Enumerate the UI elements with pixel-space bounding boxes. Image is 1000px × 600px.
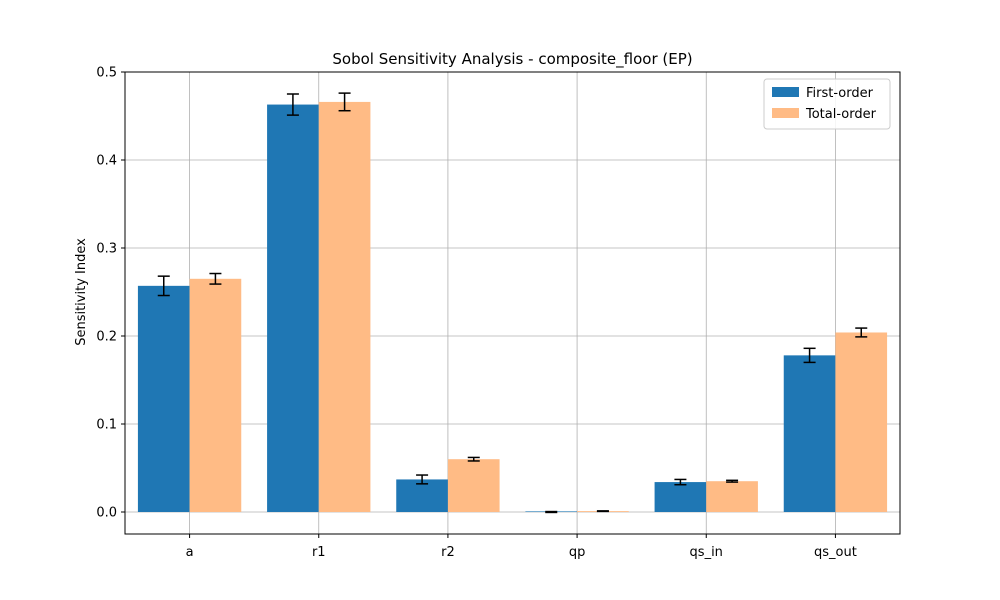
y-tick-label: 0.4 [96, 154, 117, 169]
x-tick-label: qs_out [814, 545, 857, 560]
legend: First-order Total-order [763, 78, 891, 130]
y-tick-label: 0.3 [96, 242, 117, 257]
bar-first-order [783, 355, 836, 512]
x-tick-label: qp [569, 545, 586, 560]
bar-total-order [447, 459, 500, 512]
y-tick-label: 0.5 [96, 66, 117, 81]
bar-first-order [137, 285, 190, 512]
bars-layer [137, 101, 888, 513]
x-tick-label: r1 [312, 545, 326, 560]
y-tick-label: 0.1 [96, 418, 117, 433]
error-bars-layer [157, 92, 868, 514]
x-tick-label: r2 [441, 545, 455, 560]
bar-first-order [396, 479, 448, 512]
x-tick-label: qs_in [690, 545, 723, 560]
plot-frame [124, 71, 901, 535]
legend-swatch [772, 108, 799, 118]
bar-total-order [835, 332, 888, 512]
bar-total-order [318, 101, 371, 513]
bar-total-order [706, 481, 758, 512]
y-tick-label: 0.2 [96, 330, 117, 345]
legend-label: First-order [806, 86, 874, 101]
x-tick-label: a [186, 545, 194, 560]
bar-total-order [189, 278, 242, 512]
legend-swatch [772, 87, 799, 97]
legend-label: Total-order [805, 107, 877, 122]
bar-first-order [654, 482, 707, 512]
ticks-layer: 0.0 0.1 0.2 0.3 0.4 0.5 a r1 r2 qp qs_in qs_out [96, 66, 857, 561]
bar-first-order [267, 104, 319, 512]
y-tick-label: 0.0 [96, 506, 117, 521]
chart-title: Sobol Sensitivity Analysis - composite_f… [332, 50, 692, 69]
y-axis-label: Sensitivity Index [74, 238, 89, 346]
